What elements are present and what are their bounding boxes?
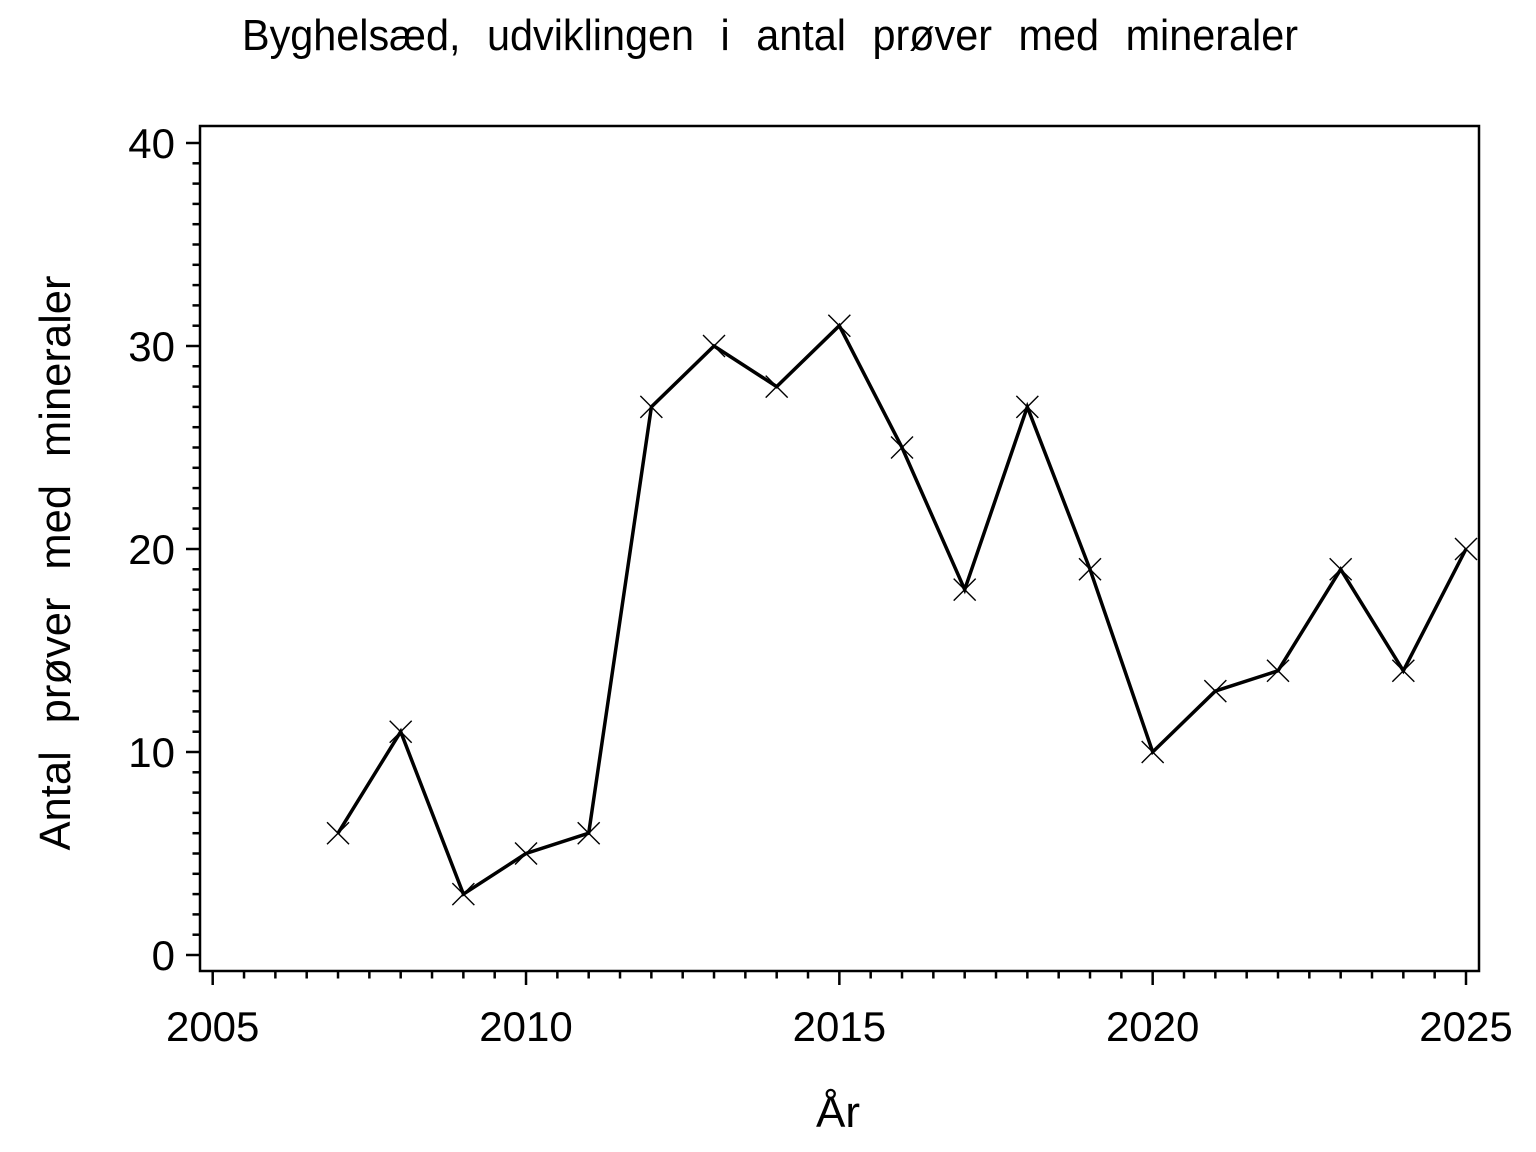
plot-border: [198, 124, 1481, 973]
marker-stroke: [1391, 659, 1415, 683]
data-point-marker: [577, 821, 601, 845]
data-point-marker: [639, 395, 663, 419]
data-point-marker: [451, 882, 475, 906]
marker-stroke: [326, 821, 350, 845]
marker-stroke: [702, 334, 726, 358]
y-tick-label: 40: [128, 120, 175, 167]
marker-stroke: [1015, 395, 1039, 419]
data-point-marker: [389, 720, 413, 744]
marker-stroke: [639, 395, 663, 419]
y-axis-label: Antal prøver med mineraler: [31, 276, 80, 851]
data-point-marker: [765, 375, 789, 399]
data-point-marker: [1078, 557, 1102, 581]
marker-stroke: [890, 436, 914, 459]
x-tick-label: 2010: [479, 1003, 572, 1050]
x-tick-label: 2005: [166, 1003, 259, 1050]
data-line: [336, 322, 1468, 897]
marker-stroke: [514, 842, 538, 865]
axis-ticks: [186, 141, 1468, 985]
data-point-marker: [890, 436, 914, 459]
x-tick-label: 2020: [1106, 1003, 1199, 1050]
data-point-marker: [1454, 537, 1478, 561]
marker-stroke: [1203, 679, 1227, 703]
x-tick-label: 2025: [1419, 1003, 1512, 1050]
data-point-marker: [1391, 659, 1415, 683]
data-point-marker: [827, 314, 851, 338]
marker-stroke: [827, 314, 851, 338]
x-axis-label: År: [816, 1088, 860, 1137]
data-point-marker: [1266, 659, 1290, 683]
marker-stroke: [765, 375, 789, 399]
marker-stroke: [451, 882, 475, 906]
chart-title: Byghelsæd, udviklingen i antal prøver me…: [242, 11, 1298, 60]
marker-stroke: [1141, 740, 1165, 764]
y-tick-label: 0: [152, 932, 175, 979]
data-point-marker: [953, 578, 977, 602]
axis-tick-labels: 2005 2010 2015 2020 2025 0 10 20 30 40: [128, 120, 1512, 1050]
marker-stroke: [953, 578, 977, 602]
marker-stroke: [1454, 537, 1478, 561]
data-point-marker: [326, 821, 350, 845]
y-tick-label: 30: [128, 323, 175, 370]
data-point-marker: [1015, 395, 1039, 419]
data-point-marker: [514, 842, 538, 865]
data-point-marker: [1141, 740, 1165, 764]
marker-stroke: [1266, 659, 1290, 683]
data-point-marker: [702, 334, 726, 358]
marker-stroke: [577, 821, 601, 845]
data-series: [326, 314, 1478, 906]
y-tick-label: 20: [128, 526, 175, 573]
data-point-marker: [1329, 557, 1353, 581]
x-tick-label: 2015: [793, 1003, 886, 1050]
data-point-marker: [1203, 679, 1227, 703]
marker-stroke: [389, 720, 413, 744]
marker-stroke: [1329, 557, 1353, 581]
y-tick-label: 10: [128, 729, 175, 776]
marker-stroke: [1078, 557, 1102, 581]
